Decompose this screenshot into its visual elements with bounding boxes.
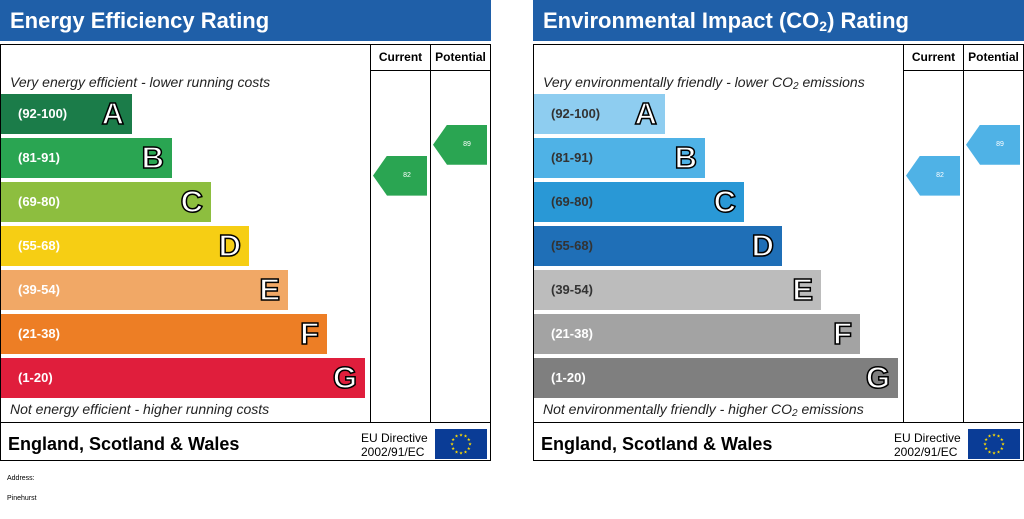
band-range: (39-54)	[18, 282, 60, 297]
band-letter: C	[180, 183, 204, 220]
band-range: (1-20)	[551, 370, 586, 385]
svg-text:★: ★	[467, 446, 472, 451]
band-range: (92-100)	[18, 106, 68, 121]
environment-current-header: Current	[911, 50, 956, 64]
environment-potential-header: Potential	[968, 50, 1019, 64]
svg-text:★: ★	[468, 442, 473, 447]
energy-title: Energy Efficiency Rating	[0, 0, 491, 41]
environment-footer-region: England, Scotland & Wales	[541, 434, 773, 454]
energy-efficiency-panel: Energy Efficiency Rating Current Potenti…	[0, 0, 491, 461]
energy-eu-directive: EU Directive 2002/91/EC	[361, 431, 428, 459]
svg-text:★: ★	[454, 449, 459, 454]
band-range: (81-91)	[551, 150, 593, 165]
svg-text:★: ★	[987, 434, 992, 439]
rating-band-f: (21-38) F	[1, 314, 327, 354]
potential-rating-value: 89	[996, 140, 1004, 148]
band-range: (92-100)	[551, 106, 601, 121]
rating-band-g: (1-20) G	[534, 358, 898, 398]
rating-band-d: (55-68) D	[534, 226, 782, 266]
rating-band-f: (21-38) F	[534, 314, 860, 354]
svg-text:★: ★	[467, 437, 472, 442]
rating-band-a: (92-100) A	[1, 94, 132, 134]
current-rating-value: 82	[403, 171, 411, 179]
rating-band-d: (55-68) D	[1, 226, 249, 266]
energy-bottom-caption: Not energy efficient - higher running co…	[10, 401, 270, 417]
svg-text:★: ★	[459, 433, 464, 438]
address-value: Pinehurst	[7, 495, 37, 502]
svg-text:★: ★	[987, 449, 992, 454]
current-rating-arrow: 82	[906, 155, 960, 196]
environment-eu-directive: EU Directive 2002/91/EC	[894, 431, 961, 459]
band-letter: B	[674, 139, 698, 176]
eu-flag-icon: ★ ★ ★ ★ ★ ★ ★ ★ ★ ★ ★ ★	[968, 429, 1020, 459]
svg-text:★: ★	[451, 446, 456, 451]
rating-band-e: (39-54) E	[534, 270, 821, 310]
band-range: (69-80)	[551, 194, 593, 209]
svg-text:★: ★	[984, 437, 989, 442]
environment-top-caption: Very environmentally friendly - lower CO…	[543, 74, 865, 92]
svg-text:★: ★	[996, 449, 1001, 454]
band-letter: A	[101, 95, 125, 132]
band-letter: G	[865, 359, 891, 396]
band-range: (21-38)	[551, 326, 593, 341]
band-letter: A	[634, 95, 658, 132]
band-letter: F	[299, 315, 319, 352]
band-range: (81-91)	[18, 150, 60, 165]
svg-text:★: ★	[459, 451, 464, 456]
rating-band-c: (69-80) C	[1, 182, 211, 222]
svg-text:★: ★	[463, 449, 468, 454]
energy-current-header: Current	[378, 50, 423, 64]
svg-text:★: ★	[463, 434, 468, 439]
svg-text:★: ★	[454, 434, 459, 439]
band-letter: F	[832, 315, 852, 352]
current-rating-arrow: 82	[373, 155, 427, 196]
band-letter: E	[259, 271, 281, 308]
band-range: (55-68)	[18, 238, 60, 253]
band-range: (69-80)	[18, 194, 60, 209]
band-range: (39-54)	[551, 282, 593, 297]
energy-top-caption: Very energy efficient - lower running co…	[10, 74, 271, 90]
svg-text:★: ★	[992, 451, 997, 456]
address-label: Address:	[7, 475, 35, 482]
band-letter: C	[713, 183, 737, 220]
band-letter: E	[792, 271, 814, 308]
band-letter: B	[141, 139, 165, 176]
environment-chart-frame: Current Potential Very environmentally f…	[533, 44, 1024, 461]
eu-flag-icon: ★ ★ ★ ★ ★ ★ ★ ★ ★ ★ ★ ★	[435, 429, 487, 459]
svg-text:★: ★	[1001, 442, 1006, 447]
rating-band-b: (81-91) B	[1, 138, 172, 178]
band-letter: D	[751, 227, 775, 264]
svg-text:★: ★	[450, 442, 455, 447]
environment-bottom-caption: Not environmentally friendly - higher CO…	[543, 401, 864, 419]
band-range: (55-68)	[551, 238, 593, 253]
potential-rating-arrow: 89	[433, 124, 487, 165]
svg-text:★: ★	[996, 434, 1001, 439]
svg-text:★: ★	[1000, 437, 1005, 442]
band-letter: G	[332, 359, 358, 396]
rating-band-g: (1-20) G	[1, 358, 365, 398]
band-letter: D	[218, 227, 242, 264]
rating-band-b: (81-91) B	[534, 138, 705, 178]
energy-chart-frame: Current Potential Very energy efficient …	[0, 44, 491, 461]
rating-band-e: (39-54) E	[1, 270, 288, 310]
band-range: (1-20)	[18, 370, 53, 385]
svg-text:★: ★	[984, 446, 989, 451]
energy-potential-header: Potential	[435, 50, 486, 64]
current-rating-value: 82	[936, 171, 944, 179]
rating-band-a: (92-100) A	[534, 94, 665, 134]
svg-text:★: ★	[983, 442, 988, 447]
potential-rating-arrow: 89	[966, 124, 1020, 165]
energy-footer-region: England, Scotland & Wales	[8, 434, 240, 454]
svg-text:★: ★	[1000, 446, 1005, 451]
svg-text:★: ★	[451, 437, 456, 442]
rating-band-c: (69-80) C	[534, 182, 744, 222]
svg-text:★: ★	[992, 433, 997, 438]
band-range: (21-38)	[18, 326, 60, 341]
potential-rating-value: 89	[463, 140, 471, 148]
environmental-impact-panel: Environmental Impact (CO2) Rating Curren…	[533, 0, 1024, 461]
environment-title: Environmental Impact (CO2) Rating	[533, 0, 1024, 41]
